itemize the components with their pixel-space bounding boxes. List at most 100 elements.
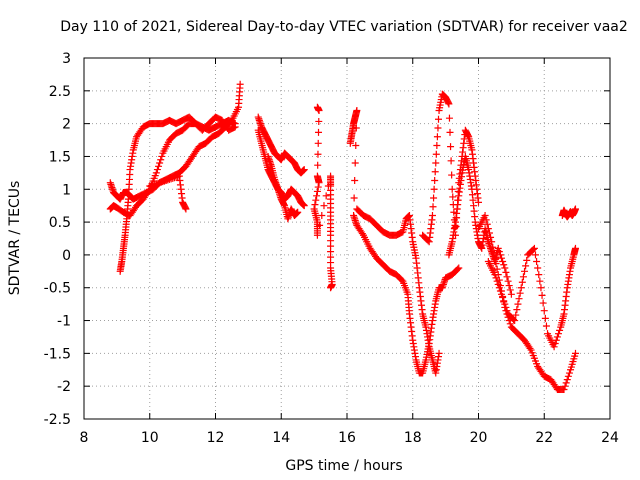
- series-track-i: [346, 107, 463, 377]
- data-point: [537, 284, 545, 292]
- data-point: [538, 291, 546, 299]
- data-point: [314, 183, 322, 191]
- data-point: [534, 264, 542, 272]
- data-point: [484, 225, 492, 233]
- data-point: [432, 159, 440, 167]
- x-axis-label: GPS time / hours: [285, 458, 402, 474]
- data-point: [446, 128, 454, 136]
- x-tick-labels: 8 10 12 14 16 18 20 22 24: [80, 430, 619, 446]
- data-point: [492, 274, 500, 282]
- series-track-m: [475, 212, 579, 393]
- data-point: [482, 216, 490, 224]
- chart-title: Day 110 of 2021, Sidereal Day-to-day VTE…: [60, 19, 628, 35]
- data-point: [536, 277, 544, 285]
- data-point: [493, 265, 501, 273]
- data-point: [455, 264, 463, 272]
- y-tick-label: 2.5: [49, 84, 71, 100]
- data-point: [517, 284, 525, 292]
- data-point: [448, 171, 456, 179]
- data-point: [541, 314, 549, 322]
- data-point: [435, 115, 443, 123]
- data-point: [485, 229, 493, 237]
- data-point: [505, 282, 513, 290]
- data-point: [488, 238, 496, 246]
- data-point: [313, 187, 321, 195]
- series-track-o: [558, 205, 579, 221]
- data-point: [313, 231, 321, 239]
- data-point: [315, 107, 323, 115]
- data-point: [314, 150, 322, 158]
- y-tick-label: -1.5: [44, 346, 71, 362]
- data-point: [312, 196, 320, 204]
- data-point: [475, 198, 482, 206]
- data-point: [445, 100, 453, 108]
- data-point: [445, 114, 453, 122]
- series-track-j: [353, 205, 443, 377]
- data-point: [300, 202, 308, 210]
- data-point: [428, 212, 436, 220]
- gridlines: [84, 58, 610, 419]
- data-point: [495, 284, 503, 292]
- x-tick-label: 12: [207, 430, 225, 446]
- y-tick-label: 1.5: [49, 149, 71, 165]
- data-point: [571, 244, 579, 252]
- y-tick-label: 0: [62, 248, 71, 264]
- data-point: [449, 193, 457, 201]
- x-tick-label: 14: [272, 430, 290, 446]
- data-point: [448, 185, 456, 193]
- data-point: [431, 177, 439, 185]
- data-point: [511, 317, 519, 325]
- data-point: [502, 303, 510, 311]
- data-point: [231, 120, 239, 128]
- data-point: [351, 177, 359, 185]
- data-point: [432, 150, 440, 158]
- x-tick-label: 10: [141, 430, 159, 446]
- data-point: [434, 124, 442, 132]
- data-point: [454, 265, 462, 273]
- data-point: [507, 290, 515, 298]
- data-point: [539, 299, 547, 307]
- data-point: [550, 343, 558, 351]
- data-point: [431, 168, 439, 176]
- data-point: [429, 203, 437, 211]
- data-point: [430, 194, 438, 202]
- data-point: [322, 192, 330, 200]
- data-point: [236, 80, 244, 88]
- data-point: [502, 268, 510, 276]
- data-point: [506, 320, 514, 328]
- series-track-c: [116, 113, 239, 275]
- data-point: [551, 340, 559, 348]
- data-point: [487, 233, 495, 241]
- data-point: [501, 264, 509, 272]
- data-point: [556, 326, 564, 334]
- data-point: [153, 166, 161, 174]
- series-track-b: [106, 113, 239, 220]
- data-point: [512, 311, 520, 319]
- data-point: [506, 286, 514, 294]
- data-point: [320, 202, 328, 210]
- data-point: [514, 300, 522, 308]
- data-point: [447, 143, 455, 151]
- data-point: [314, 161, 322, 169]
- series-track-l: [445, 152, 515, 298]
- x-tick-label: 8: [80, 430, 89, 446]
- data-point: [493, 277, 501, 285]
- data-point: [315, 128, 323, 136]
- data-point: [553, 333, 561, 341]
- data-point: [565, 369, 573, 377]
- y-tick-label: -2.5: [44, 412, 71, 428]
- data-point: [554, 330, 562, 338]
- data-point: [561, 382, 569, 390]
- data-point: [500, 261, 508, 269]
- series-track-h: [310, 103, 336, 292]
- data-point: [499, 257, 507, 265]
- data-point: [300, 166, 308, 174]
- data-point: [311, 201, 319, 209]
- data-point: [531, 251, 539, 259]
- data-point: [540, 307, 548, 315]
- series-track-g: [264, 152, 302, 223]
- data-point: [560, 385, 568, 393]
- x-tick-label: 16: [338, 430, 356, 446]
- x-tick-label: 20: [470, 430, 488, 446]
